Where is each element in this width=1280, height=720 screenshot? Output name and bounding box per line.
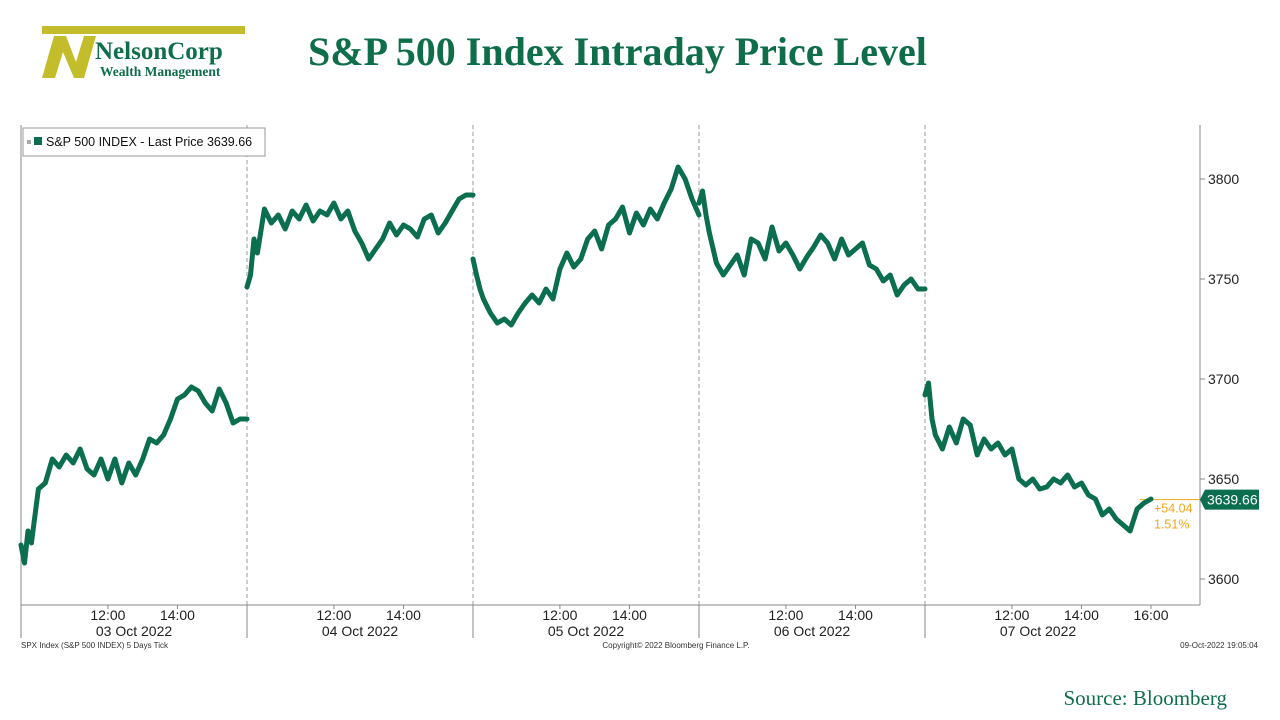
x-time-label: 14:00 bbox=[386, 607, 421, 623]
price-change-absolute: +54.04 bbox=[1154, 502, 1193, 516]
y-tick-label: 3800 bbox=[1208, 171, 1239, 187]
series-line-day-3 bbox=[470, 164, 702, 328]
legend-label: S&P 500 INDEX - Last Price 3639.66 bbox=[46, 135, 252, 149]
chart-title: S&P 500 Index Intraday Price Level bbox=[308, 29, 927, 74]
y-tick-label: 3600 bbox=[1208, 571, 1239, 587]
x-day-label: 05 Oct 2022 bbox=[548, 623, 624, 639]
x-time-label: 14:00 bbox=[612, 607, 647, 623]
y-axis-ticks: 3600 3650 3700 3750 3800 bbox=[1200, 171, 1239, 587]
x-day-label: 07 Oct 2022 bbox=[1000, 623, 1076, 639]
legend-swatch bbox=[34, 137, 42, 145]
footer-timestamp: 09-Oct-2022 19:05:04 bbox=[1180, 641, 1258, 650]
footer-ticker-info: SPX Index (S&P 500 INDEX) 5 Days Tick bbox=[21, 641, 169, 650]
y-tick-label: 3650 bbox=[1208, 471, 1239, 487]
nelsoncorp-logo: NelsonCorp Wealth Management bbox=[42, 26, 245, 79]
x-time-label: 16:00 bbox=[1133, 607, 1168, 623]
x-time-label: 12:00 bbox=[542, 607, 577, 623]
day-separators bbox=[246, 125, 926, 638]
logo-tagline-text: Wealth Management bbox=[100, 64, 221, 79]
x-time-label: 12:00 bbox=[90, 607, 125, 623]
legend-box bbox=[22, 127, 266, 157]
x-time-label: 14:00 bbox=[1064, 607, 1099, 623]
x-time-label: 12:00 bbox=[768, 607, 803, 623]
x-day-label: 03 Oct 2022 bbox=[96, 623, 172, 639]
x-time-label: 12:00 bbox=[316, 607, 351, 623]
legend-handle-icon bbox=[27, 140, 31, 144]
series-line-day-2 bbox=[244, 192, 476, 290]
series-line-day-1 bbox=[18, 384, 250, 566]
last-price-badge-shape bbox=[1200, 489, 1259, 510]
series-line-day-5 bbox=[922, 380, 1154, 534]
x-time-label: 14:00 bbox=[160, 607, 195, 623]
y-tick-label: 3750 bbox=[1208, 271, 1239, 287]
price-change-percent: 1.51% bbox=[1154, 518, 1189, 532]
source-note: Source: Bloomberg bbox=[1063, 686, 1227, 710]
y-tick-label: 3700 bbox=[1208, 371, 1239, 387]
x-day-label: 04 Oct 2022 bbox=[322, 623, 398, 639]
x-time-label: 14:00 bbox=[838, 607, 873, 623]
last-price-badge-text: 3639.66 bbox=[1207, 492, 1258, 508]
x-time-label: 12:00 bbox=[994, 607, 1029, 623]
last-price-badge: 3639.66 bbox=[1200, 489, 1259, 510]
price-series bbox=[18, 164, 1154, 566]
x-day-label: 06 Oct 2022 bbox=[774, 623, 850, 639]
logo-company-text: NelsonCorp bbox=[95, 38, 223, 65]
series-line-day-4 bbox=[696, 188, 928, 298]
chart-legend: S&P 500 INDEX - Last Price 3639.66 bbox=[22, 127, 266, 157]
footer-copyright: Copyright© 2022 Bloomberg Finance L.P. bbox=[602, 641, 749, 650]
